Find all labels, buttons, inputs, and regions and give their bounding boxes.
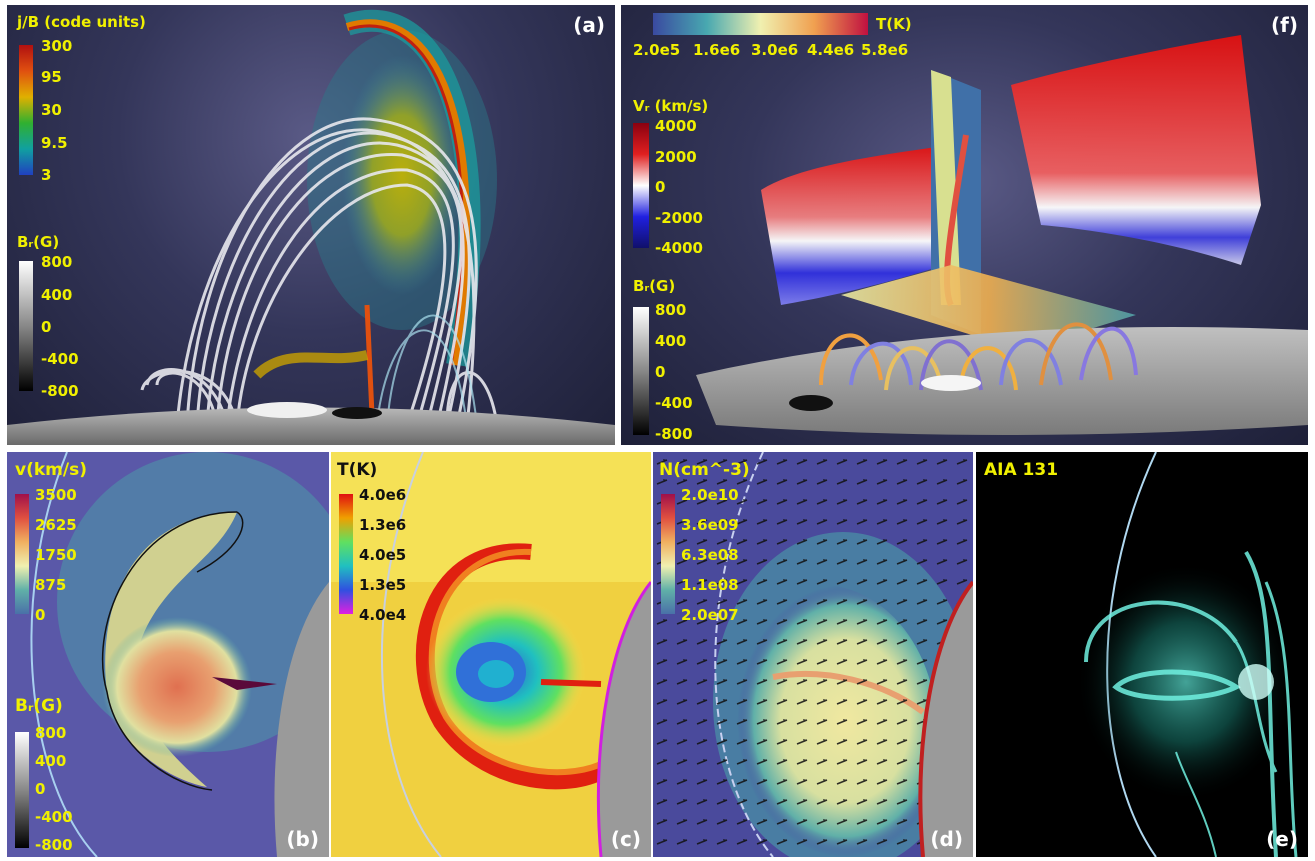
panel-a-scale2-tick: 0 — [41, 318, 52, 336]
panel-f-tscale-tick: 3.0e6 — [751, 41, 799, 59]
panel-b-vscale-tick: 0 — [35, 606, 46, 624]
panel-b-bscale-tick: 0 — [35, 780, 46, 798]
panel-c-tscale-colorbar — [339, 494, 353, 614]
panel-f-vscale-tick: -2000 — [655, 209, 703, 227]
panel-f-tscale-tick: 5.8e6 — [861, 41, 909, 59]
panel-a: j/B (code units) 300 95 30 9.5 3 Bᵣ(G) 8… — [7, 5, 615, 445]
panel-b-bscale-tick: 400 — [35, 752, 67, 770]
panel-e: AIA 131 (e) — [976, 452, 1308, 857]
panel-a-scale2-tick: 800 — [41, 253, 73, 271]
panel-a-scale2-tick: -400 — [41, 350, 79, 368]
panel-f: T(K) 2.0e5 1.6e6 3.0e6 4.4e6 5.8e6 Vᵣ (k… — [621, 5, 1308, 445]
panel-b-bscale-colorbar — [15, 732, 29, 848]
panel-f-vscale-colorbar — [633, 123, 649, 248]
panel-d-nscale-title: N(cm^-3) — [659, 460, 750, 480]
panel-e-title: AIA 131 — [984, 460, 1059, 480]
panel-d-nscale-tick: 2.0e07 — [681, 606, 739, 624]
panel-a-scale2-colorbar — [19, 261, 33, 391]
panel-a-scale1-tick: 30 — [41, 101, 62, 119]
panel-d-nscale-tick: 2.0e10 — [681, 486, 739, 504]
panel-a-scale1-colorbar — [19, 45, 33, 175]
panel-d-nscale-tick: 6.3e08 — [681, 546, 739, 564]
panel-e-rendering — [976, 452, 1308, 857]
panel-b-vscale-tick: 3500 — [35, 486, 77, 504]
panel-f-vscale-tick: 2000 — [655, 148, 697, 166]
panel-a-scale1-tick: 9.5 — [41, 134, 68, 152]
panel-a-rendering — [7, 9, 615, 445]
panel-e-letter: (e) — [1266, 827, 1298, 851]
panel-d-rendering — [653, 452, 973, 857]
panel-f-tscale-tick: 4.4e6 — [807, 41, 855, 59]
panel-f-letter: (f) — [1271, 13, 1298, 37]
panel-a-letter: (a) — [573, 13, 605, 37]
panel-b-letter: (b) — [286, 827, 319, 851]
panel-f-vscale-tick: -4000 — [655, 239, 703, 257]
panel-a-scale1-tick: 95 — [41, 68, 62, 86]
panel-a-scale2-tick: 400 — [41, 286, 73, 304]
panel-f-tscale-tick: 1.6e6 — [693, 41, 741, 59]
panel-b-vscale-tick: 2625 — [35, 516, 77, 534]
panel-b-bscale-tick: -800 — [35, 836, 73, 854]
panel-c-tscale-tick: 4.0e6 — [359, 486, 407, 504]
panel-a-scale1-tick: 3 — [41, 166, 52, 184]
panel-b-bscale-title: Bᵣ(G) — [15, 696, 63, 716]
panel-d-nscale-tick: 3.6e09 — [681, 516, 739, 534]
panel-b-vscale-colorbar — [15, 494, 29, 614]
panel-a-scale1-title: j/B (code units) — [17, 13, 146, 31]
panel-a-scale2-tick: -800 — [41, 382, 79, 400]
panel-b-rendering — [7, 452, 329, 857]
panel-f-bscale-tick: 0 — [655, 363, 666, 381]
panel-b-vscale-tick: 875 — [35, 576, 67, 594]
panel-f-bscale-colorbar — [633, 307, 649, 435]
panel-f-vscale-tick: 4000 — [655, 117, 697, 135]
panel-b-bscale-tick: -400 — [35, 808, 73, 826]
panel-a-scale1-tick: 300 — [41, 37, 73, 55]
panel-f-tscale-tick: 2.0e5 — [633, 41, 681, 59]
panel-f-vscale-tick: 0 — [655, 178, 666, 196]
panel-f-vscale-title: Vᵣ (km/s) — [633, 97, 709, 115]
panel-f-tscale-colorbar — [653, 13, 868, 35]
panel-d-letter: (d) — [930, 827, 963, 851]
panel-b-bscale-tick: 800 — [35, 724, 67, 742]
panel-f-bscale-tick: -800 — [655, 425, 693, 443]
panel-b-vscale-title: v(km/s) — [15, 460, 87, 480]
panel-f-bscale-tick: -400 — [655, 394, 693, 412]
panel-d-nscale-tick: 1.1e08 — [681, 576, 739, 594]
panel-c-tscale-tick: 4.0e5 — [359, 546, 407, 564]
panel-f-bscale-tick: 800 — [655, 301, 687, 319]
panel-f-rendering — [696, 35, 1308, 435]
panel-f-bscale-title: Bᵣ(G) — [633, 277, 676, 295]
panel-d: N(cm^-3) 2.0e10 3.6e09 6.3e08 1.1e08 2.0… — [653, 452, 973, 857]
panel-c: T(K) 4.0e6 1.3e6 4.0e5 1.3e5 4.0e4 (c) — [331, 452, 651, 857]
panel-f-tscale-title: T(K) — [876, 15, 912, 33]
panel-b: v(km/s) 3500 2625 1750 875 0 Bᵣ(G) 800 4… — [7, 452, 329, 857]
panel-c-rendering — [331, 452, 651, 857]
panel-c-tscale-tick: 1.3e5 — [359, 576, 407, 594]
panel-f-bscale-tick: 400 — [655, 332, 687, 350]
panel-a-scale2-title: Bᵣ(G) — [17, 233, 60, 251]
panel-b-vscale-tick: 1750 — [35, 546, 77, 564]
panel-d-nscale-colorbar — [661, 494, 675, 614]
panel-c-letter: (c) — [610, 827, 641, 851]
panel-c-tscale-title: T(K) — [337, 460, 378, 480]
panel-c-tscale-tick: 1.3e6 — [359, 516, 407, 534]
panel-c-tscale-tick: 4.0e4 — [359, 606, 407, 624]
